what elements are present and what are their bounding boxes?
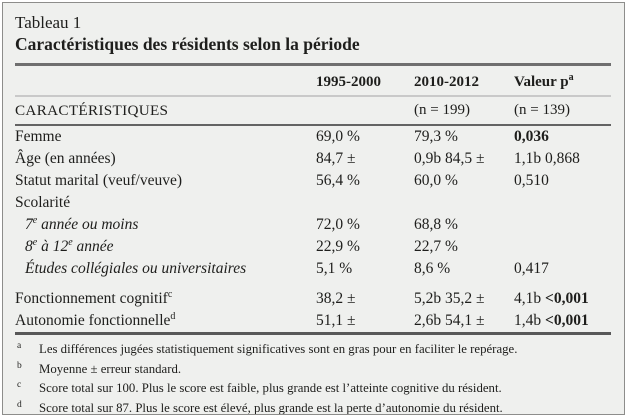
value-cell: 2,6b 54,1 ±	[414, 312, 485, 329]
characteristics-label: CARACTÉRISTIQUES	[15, 101, 169, 119]
footnote-marker-sup: e	[32, 214, 38, 226]
rule-top	[15, 63, 611, 66]
table-number-title: Tableau 1	[15, 13, 82, 32]
value-cell: 60,0 %	[414, 172, 458, 189]
footnote-b: b Moyenne ± erreur standard.	[15, 360, 611, 380]
pvalue-cell: 4,1b <0,001	[514, 290, 589, 307]
table-row-fonctionnement-cognitif: Fonctionnement cognitifc 38,2 ± 5,2b 35,2 …	[15, 288, 611, 310]
value-cell: 22,9 %	[316, 238, 360, 255]
footnote-marker-sup: d	[170, 310, 176, 322]
value-cell	[414, 192, 514, 214]
value-cell: 69,0 %	[316, 128, 360, 145]
footnote-marker: d	[17, 399, 22, 410]
n-count-period2: (n = 199)	[414, 102, 470, 118]
row-label: Statut marital (veuf/veuve)	[15, 172, 182, 189]
footnote-text: Moyenne ± erreur standard.	[39, 361, 182, 376]
value-cell: 22,7 %	[414, 238, 458, 255]
valeur-p-footnote-marker: a	[568, 72, 574, 83]
row-label: Études collégiales ou universitaires	[25, 260, 247, 277]
footnote-a: a Les différences jugées statistiquement …	[15, 340, 611, 360]
value-cell: 56,4 %	[316, 172, 360, 189]
rule-under-column-headers	[15, 95, 611, 97]
table-body: Femme 69,0 % 79,3 % 0,036 Âge (en années) 84,…	[15, 126, 611, 332]
row-label: Scolarité	[15, 194, 71, 211]
characteristics-subheader-row: CARACTÉRISTIQUES (n = 199) (n = 139)	[15, 97, 611, 124]
value-cell: 8,6 %	[414, 260, 451, 277]
value-cell: 72,0 %	[316, 216, 360, 233]
column-header-valeur-p: Valeur pa	[514, 72, 611, 91]
valeur-p-label: Valeur p	[514, 74, 569, 90]
footnotes-section: a Les différences jugées statistiquement …	[15, 335, 611, 415]
footnote-text: Les différences jugées statistiquement s…	[39, 342, 518, 356]
n-count-pvalue: (n = 139)	[514, 102, 570, 118]
table-row-autonomie-fonctionnelle: Autonomie fonctionnelled 51,1 ± 2,6b 54,1 …	[15, 310, 611, 332]
column-header-period-2010-2012: 2010-2012	[414, 74, 479, 90]
table-row-scolarite: Scolarité	[15, 192, 611, 214]
footnote-marker: c	[17, 380, 22, 390]
table-subtitle: Caractéristiques des résidents selon la …	[15, 34, 360, 54]
footnote-marker-sup: e	[32, 236, 38, 248]
value-cell: 0,9b 84,5 ±	[414, 150, 485, 167]
footnote-text: Score total sur 100. Plus le score est f…	[39, 381, 502, 395]
pvalue-cell: 1,1b 0,868	[514, 150, 580, 167]
footnote-c: c Score total sur 100. Plus le score est …	[15, 379, 611, 399]
pvalue-cell	[514, 236, 611, 258]
row-label: 8e à 12e année	[25, 236, 114, 255]
footnote-text: Score total sur 87. Plus le score est él…	[39, 400, 503, 415]
pvalue-cell: 0,510	[514, 172, 549, 189]
footnote-d: d Score total sur 87. Plus le score est é…	[15, 399, 611, 415]
value-cell: 5,2b 35,2 ±	[414, 290, 485, 307]
value-cell: 5,1 %	[316, 260, 353, 277]
row-label: Autonomie fonctionnelled	[15, 310, 176, 329]
pvalue-cell: 0,417	[514, 260, 549, 277]
table-row-scolarite-etudes-collegiales: Études collégiales ou universitaires 5,1 …	[15, 258, 611, 280]
pvalue-cell	[514, 192, 611, 214]
pvalue-cell: 1,4b <0,001	[514, 312, 589, 329]
footnote-marker: b	[17, 360, 22, 371]
row-label: Fonctionnement cognitifc	[15, 288, 173, 307]
value-cell: 38,2 ±	[316, 290, 356, 307]
table-row-scolarite-7e-ou-moins: 7e année ou moins 72,0 % 68,8 %	[15, 214, 611, 236]
value-cell	[316, 192, 414, 214]
row-label: Femme	[15, 128, 62, 145]
table-row-age: Âge (en années) 84,7 ± 0,9b 84,5 ± 1,1b 0,8…	[15, 148, 611, 170]
rule-bottom	[15, 332, 611, 335]
row-label: Âge (en années)	[15, 150, 116, 167]
footnote-marker: a	[17, 341, 22, 351]
footnote-marker-sup: e	[68, 236, 73, 248]
value-cell: 79,3 %	[414, 128, 458, 145]
table-row-scolarite-8e-a-12e: 8e à 12e année 22,9 % 22,7 %	[15, 236, 611, 258]
pvalue-cell	[514, 214, 611, 236]
row-label: 7e année ou moins	[25, 214, 139, 233]
table-row-femme: Femme 69,0 % 79,3 % 0,036	[15, 126, 611, 148]
value-cell: 51,1 ±	[316, 312, 356, 329]
column-header-period-1995-2000: 1995-2000	[316, 74, 381, 90]
footnote-marker-sup: c	[167, 288, 173, 300]
pvalue-cell: 0,036	[514, 128, 549, 145]
value-cell: 68,8 %	[414, 216, 458, 233]
rule-under-subheader	[15, 124, 611, 126]
value-cell: 84,7 ±	[316, 150, 356, 167]
table-row-statut-marital: Statut marital (veuf/veuve) 56,4 % 60,0 % 0…	[15, 170, 611, 192]
column-header-row: 1995-2000 2010-2012 Valeur pa	[15, 66, 611, 95]
